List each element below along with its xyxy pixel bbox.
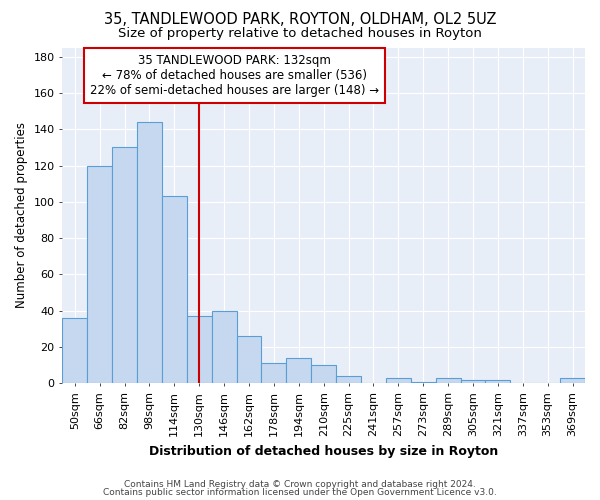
Bar bbox=[62, 318, 87, 384]
Bar bbox=[187, 316, 212, 384]
Bar bbox=[336, 376, 361, 384]
Bar bbox=[411, 382, 436, 384]
Bar bbox=[87, 166, 112, 384]
Bar bbox=[236, 336, 262, 384]
Bar bbox=[212, 311, 236, 384]
Text: 35, TANDLEWOOD PARK, ROYTON, OLDHAM, OL2 5UZ: 35, TANDLEWOOD PARK, ROYTON, OLDHAM, OL2… bbox=[104, 12, 496, 28]
Text: 35 TANDLEWOOD PARK: 132sqm
← 78% of detached houses are smaller (536)
22% of sem: 35 TANDLEWOOD PARK: 132sqm ← 78% of deta… bbox=[90, 54, 379, 97]
Bar bbox=[461, 380, 485, 384]
Bar bbox=[162, 196, 187, 384]
Bar bbox=[262, 364, 286, 384]
Y-axis label: Number of detached properties: Number of detached properties bbox=[15, 122, 28, 308]
Bar bbox=[560, 378, 585, 384]
Text: Contains public sector information licensed under the Open Government Licence v3: Contains public sector information licen… bbox=[103, 488, 497, 497]
Bar bbox=[311, 365, 336, 384]
X-axis label: Distribution of detached houses by size in Royton: Distribution of detached houses by size … bbox=[149, 444, 498, 458]
Text: Contains HM Land Registry data © Crown copyright and database right 2024.: Contains HM Land Registry data © Crown c… bbox=[124, 480, 476, 489]
Bar bbox=[112, 148, 137, 384]
Bar bbox=[485, 380, 511, 384]
Bar bbox=[386, 378, 411, 384]
Bar bbox=[137, 122, 162, 384]
Text: Size of property relative to detached houses in Royton: Size of property relative to detached ho… bbox=[118, 28, 482, 40]
Bar bbox=[286, 358, 311, 384]
Bar bbox=[436, 378, 461, 384]
